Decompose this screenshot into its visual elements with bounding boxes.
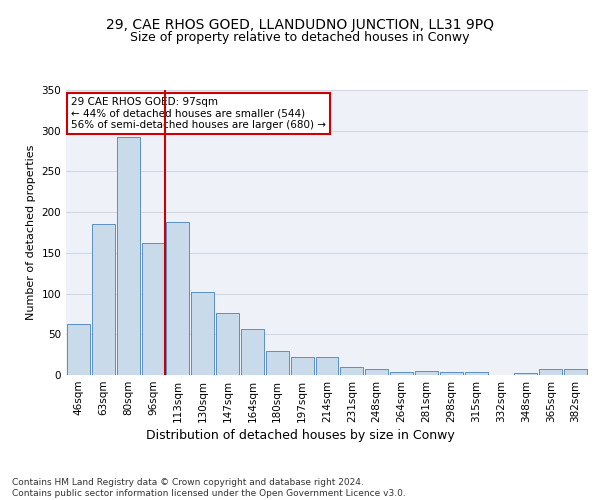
Bar [67, 324, 90, 375]
Text: 29, CAE RHOS GOED, LLANDUDNO JUNCTION, LL31 9PQ: 29, CAE RHOS GOED, LLANDUDNO JUNCTION, L… [106, 18, 494, 32]
Bar [415, 371, 438, 375]
Bar [92, 224, 115, 375]
Text: Distribution of detached houses by size in Conwy: Distribution of detached houses by size … [146, 428, 454, 442]
Text: Contains HM Land Registry data © Crown copyright and database right 2024.
Contai: Contains HM Land Registry data © Crown c… [12, 478, 406, 498]
Bar [291, 357, 314, 375]
Bar [166, 222, 189, 375]
Y-axis label: Number of detached properties: Number of detached properties [26, 145, 36, 320]
Bar [365, 370, 388, 375]
Bar [340, 367, 363, 375]
Bar [142, 243, 164, 375]
Bar [564, 370, 587, 375]
Bar [465, 372, 488, 375]
Bar [216, 313, 239, 375]
Text: Size of property relative to detached houses in Conwy: Size of property relative to detached ho… [130, 31, 470, 44]
Bar [440, 372, 463, 375]
Bar [390, 372, 413, 375]
Bar [117, 137, 140, 375]
Bar [539, 370, 562, 375]
Bar [514, 372, 537, 375]
Bar [191, 292, 214, 375]
Text: 29 CAE RHOS GOED: 97sqm
← 44% of detached houses are smaller (544)
56% of semi-d: 29 CAE RHOS GOED: 97sqm ← 44% of detache… [71, 97, 326, 130]
Bar [241, 328, 264, 375]
Bar [316, 357, 338, 375]
Bar [266, 350, 289, 375]
